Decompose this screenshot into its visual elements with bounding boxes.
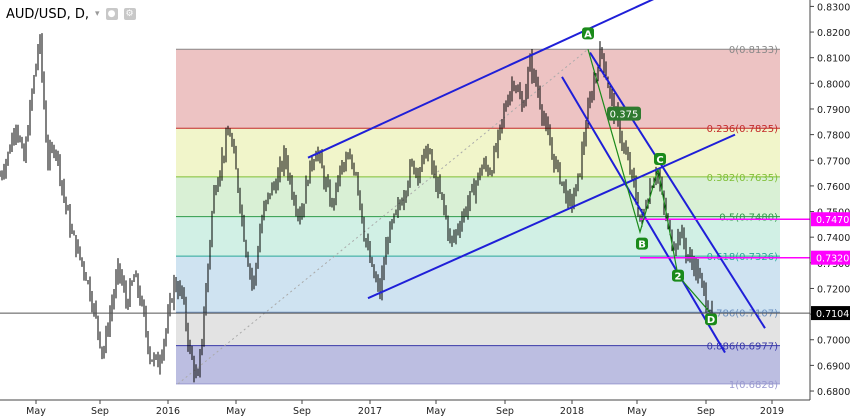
x-tick-label: Sep — [697, 406, 715, 417]
x-tick-label: 2016 — [156, 406, 180, 417]
price-tag-magenta-text: 0.7320 — [816, 254, 849, 265]
fib-zone — [176, 345, 780, 384]
fib-zone — [176, 312, 780, 346]
elliott-label-badge — [705, 313, 717, 326]
fib-level-label: 0(0.8133) — [729, 45, 778, 56]
fib-zone — [176, 256, 780, 313]
y-tick-label: 0.7700 — [817, 156, 850, 167]
chart-header: AUD/USD, D, ▾ ● ⚙ — [6, 3, 136, 25]
y-tick-label: 0.7600 — [817, 182, 850, 193]
y-tick-label: 0.8000 — [817, 79, 850, 90]
y-tick-label: 0.7900 — [817, 105, 850, 116]
x-tick-label: May — [627, 406, 647, 417]
elliott-label-badge — [654, 152, 666, 165]
x-tick-label: Sep — [91, 406, 109, 417]
y-tick-label: 0.7200 — [817, 284, 850, 295]
y-tick-label: 0.7800 — [817, 131, 850, 142]
elliott-label-badge — [582, 27, 594, 40]
x-tick-label: 2018 — [560, 406, 584, 417]
last-price-tag-text: 0.7104 — [816, 309, 849, 320]
elliott-label-text: 2 — [675, 272, 682, 283]
y-tick-label: 0.8300 — [817, 2, 850, 13]
fib-level-label: 1(0.6828) — [729, 380, 778, 391]
y-tick-label: 0.7400 — [817, 233, 850, 244]
ratio-annotation-text: 0.375 — [610, 110, 639, 121]
x-tick-label: May — [26, 406, 46, 417]
x-tick-label: 2017 — [358, 406, 382, 417]
fib-level-label: 0.786(0.7107) — [707, 308, 779, 319]
eye-icon[interactable]: ● — [105, 8, 118, 20]
fib-zone — [176, 128, 780, 177]
elliott-label-text: C — [656, 155, 663, 166]
symbol-title[interactable]: AUD/USD, D, — [6, 6, 89, 22]
channel-lower-line — [367, 133, 736, 300]
y-tick-label: 0.7000 — [817, 336, 850, 347]
x-tick-label: May — [426, 406, 446, 417]
ratio-annotation-badge — [607, 106, 641, 121]
price-tag-magenta — [811, 212, 850, 227]
elliott-label-text: A — [584, 29, 592, 40]
x-tick-label: 2019 — [760, 406, 784, 417]
price-tag-magenta — [811, 250, 850, 265]
y-tick-label: 0.6800 — [817, 387, 850, 398]
y-tick-label: 0.8200 — [817, 28, 850, 39]
settings-icon[interactable]: ⚙ — [123, 8, 136, 20]
fib-level-label: 0.886(0.6977) — [707, 342, 779, 353]
down-channel-upper-line — [589, 52, 766, 329]
elliott-label-text: B — [638, 240, 646, 251]
x-tick-label: May — [226, 406, 246, 417]
price-tag-magenta-text: 0.7470 — [816, 215, 849, 226]
price-axis-bg — [810, 0, 850, 418]
y-tick-label: 0.8100 — [817, 54, 850, 65]
x-tick-label: Sep — [293, 406, 311, 417]
x-tick-label: Sep — [496, 406, 514, 417]
down-channel-lower-line — [561, 76, 726, 354]
fib-trend-line — [177, 48, 589, 385]
chevron-down-icon[interactable]: ▾ — [94, 9, 100, 19]
y-tick-label: 0.6900 — [817, 361, 850, 372]
fib-level-label: 0.5(0.7480) — [719, 213, 778, 224]
elliott-label-text: D — [707, 315, 715, 326]
fib-level-label: 0.382(0.7635) — [707, 173, 779, 184]
channel-upper-line — [307, 0, 655, 159]
elliott-wave-line — [587, 49, 711, 313]
fib-level-label: 0.236(0.7825) — [707, 124, 779, 135]
elliott-label-badge — [672, 269, 684, 282]
fib-zone — [176, 49, 780, 129]
time-axis-bg — [0, 400, 850, 418]
last-price-tag — [811, 306, 850, 321]
elliott-label-badge — [636, 237, 648, 250]
